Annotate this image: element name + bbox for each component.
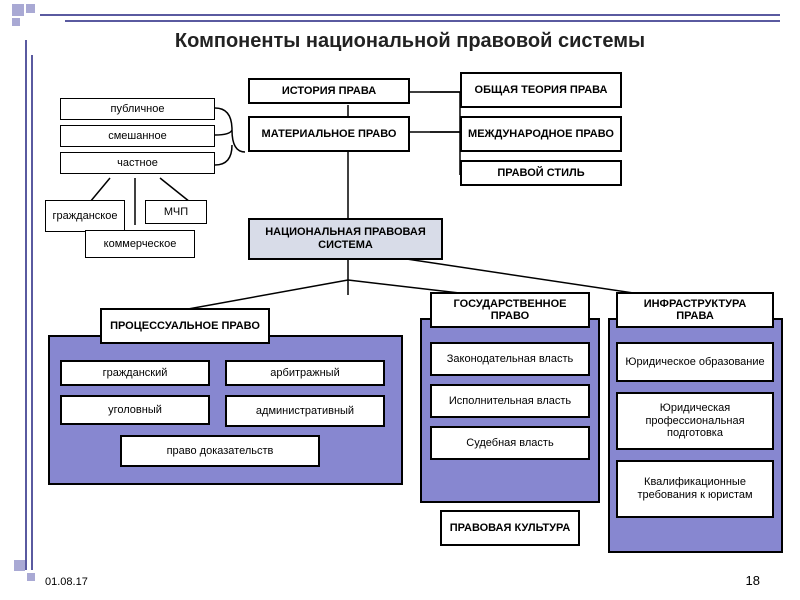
- box-public: публичное: [60, 98, 215, 120]
- box-legal-culture: ПРАВОВАЯ КУЛЬТУРА: [440, 510, 580, 546]
- page-title: Компоненты национальной правовой системы: [80, 30, 740, 53]
- box-history: ИСТОРИЯ ПРАВА: [248, 78, 410, 104]
- gov-cell-1: Исполнительная власть: [430, 384, 590, 418]
- box-international: МЕЖДУНАРОДНОЕ ПРАВО: [460, 116, 622, 152]
- box-national-system: НАЦИОНАЛЬНАЯ ПРАВОВАЯ СИСТЕМА: [248, 218, 443, 260]
- box-mixed: смешанное: [60, 125, 215, 147]
- box-theory: ОБЩАЯ ТЕОРИЯ ПРАВА: [460, 72, 622, 108]
- infra-cell-2: Квалификационные требования к юристам: [616, 460, 774, 518]
- panel-infra-title: ИНФРАСТРУКТУРА ПРАВА: [616, 292, 774, 328]
- box-style: ПРАВОЙ СТИЛЬ: [460, 160, 622, 186]
- box-material: МАТЕРИАЛЬНОЕ ПРАВО: [248, 116, 410, 152]
- gov-cell-0: Законодательная власть: [430, 342, 590, 376]
- box-civil: гражданское: [45, 200, 125, 232]
- infra-cell-0: Юридическое образование: [616, 342, 774, 382]
- proc-cell-4: право доказательств: [120, 435, 320, 467]
- box-mchp: МЧП: [145, 200, 207, 224]
- proc-cell-3: административный: [225, 395, 385, 427]
- proc-cell-2: уголовный: [60, 395, 210, 425]
- panel-procedural-title: ПРОЦЕССУАЛЬНОЕ ПРАВО: [100, 308, 270, 344]
- infra-cell-1: Юридическая профессиональная подготовка: [616, 392, 774, 450]
- panel-gov-title: ГОСУДАРСТВЕННОЕ ПРАВО: [430, 292, 590, 328]
- box-private: частное: [60, 152, 215, 174]
- proc-cell-0: гражданский: [60, 360, 210, 386]
- gov-cell-2: Судебная власть: [430, 426, 590, 460]
- box-commercial: коммерческое: [85, 230, 195, 258]
- footer-date: 01.08.17: [45, 576, 88, 588]
- proc-cell-1: арбитражный: [225, 360, 385, 386]
- footer-page: 18: [746, 573, 760, 588]
